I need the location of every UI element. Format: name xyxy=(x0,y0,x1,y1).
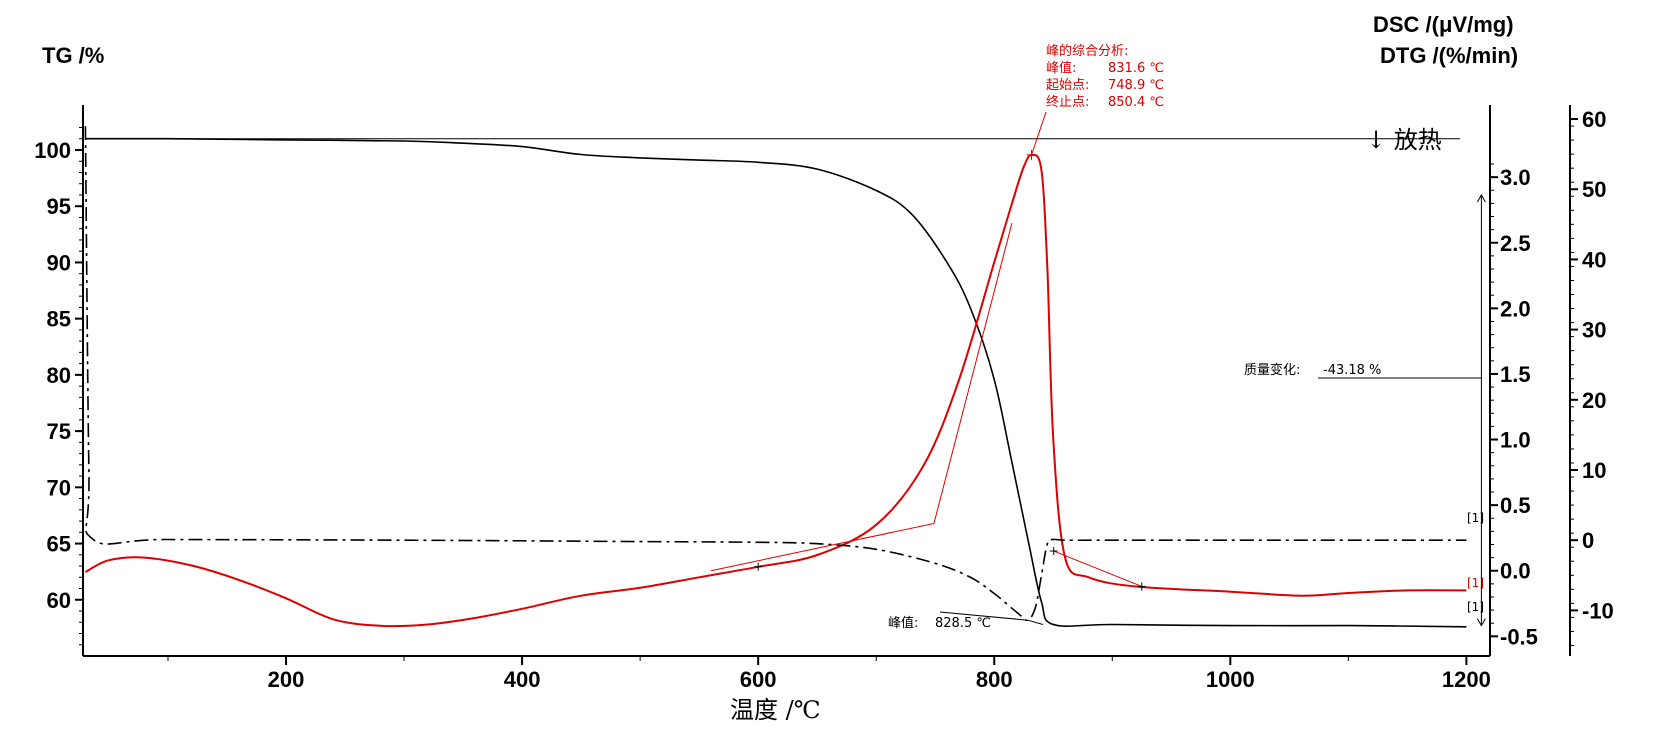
endset-value: 850.4 ℃ xyxy=(1108,95,1164,110)
onset-label: 起始点: xyxy=(1046,78,1089,93)
dsc-curve xyxy=(84,153,1467,628)
plus-marker xyxy=(754,562,763,571)
peak-pointer-line xyxy=(1031,111,1047,156)
tg-tick-label: 100 xyxy=(34,138,71,163)
annotation-group xyxy=(85,111,1486,627)
dtg-seg-marker: [1] xyxy=(1467,511,1484,525)
peak-analysis-title: 峰的综合分析: xyxy=(1046,43,1128,59)
peak-value-label: 峰值: xyxy=(1046,60,1076,76)
dtg-peak-label: 峰值: xyxy=(888,615,918,631)
tg-tick-label: 70 xyxy=(47,475,71,500)
mass-change-arrow-bottom xyxy=(1476,618,1486,627)
tg-axis-title: TG /% xyxy=(42,43,104,68)
dsc-tick-label: 0.0 xyxy=(1500,559,1531,584)
tg-tick-label: 65 xyxy=(47,532,71,557)
mass-change-label: 质量变化: xyxy=(1244,362,1300,378)
dtg-peak-value: 828.5 ℃ xyxy=(935,616,991,631)
series-group xyxy=(84,126,1467,628)
dsc-tick-label: 2.5 xyxy=(1500,231,1531,256)
tg-seg-marker: [1] xyxy=(1467,600,1484,614)
tg-tick-label: 85 xyxy=(47,307,71,332)
dsc-tick-label: 2.0 xyxy=(1500,296,1531,321)
mass-change-arrow-top xyxy=(1476,193,1486,203)
x-tick-label: 1200 xyxy=(1442,667,1491,692)
plot-frame xyxy=(82,105,1491,657)
endset-label: 终止点: xyxy=(1046,94,1089,110)
dsc-tick-label: 0.5 xyxy=(1500,493,1531,518)
mass-change-value: -43.18 % xyxy=(1323,363,1381,378)
dtg-peak-pointer-2 xyxy=(1027,619,1044,625)
peak-marker xyxy=(1026,149,1037,160)
dtg-tick-label: 50 xyxy=(1582,177,1606,202)
dsc-tick-label: 1.5 xyxy=(1500,362,1531,387)
dsc-tick-label: 3.0 xyxy=(1500,165,1531,190)
x-axis: 200 400 600 800 1000 1200 xyxy=(167,656,1491,692)
peak-value: 831.6 ℃ xyxy=(1108,61,1164,76)
plus-marker xyxy=(1137,582,1146,591)
endset-tangent-line xyxy=(1053,550,1142,587)
tg-tick-label: 80 xyxy=(47,363,71,388)
x-axis-title: 温度 /℃ xyxy=(730,696,821,724)
dtg-tick-label: -10 xyxy=(1582,598,1614,623)
tg-tick-label: 95 xyxy=(47,194,71,219)
x-tick-label: 400 xyxy=(504,667,541,692)
dtg-axis: -10 0 10 20 30 40 50 60 xyxy=(1569,105,1614,656)
x-tick-label: 600 xyxy=(740,667,777,692)
dtg-peak-pointer xyxy=(939,611,1028,621)
dtg-axis-title: DTG /(%/min) xyxy=(1380,43,1518,68)
dsc-axis-title: DSC /(μV/mg) xyxy=(1373,12,1514,37)
dtg-curve xyxy=(84,126,1467,622)
dtg-tick-label: 20 xyxy=(1582,388,1606,413)
tg-tick-label: 75 xyxy=(47,419,71,444)
dtg-tick-label: 30 xyxy=(1582,318,1606,343)
tg-curve xyxy=(85,137,1467,628)
exo-label: ↓ 放热 xyxy=(1366,126,1442,154)
dtg-tick-label: 40 xyxy=(1582,247,1606,272)
dsc-tick-label: 1.0 xyxy=(1500,428,1531,453)
dtg-tick-label: 60 xyxy=(1582,107,1606,132)
x-tick-label: 800 xyxy=(976,667,1013,692)
dsc-seg-marker: [1] xyxy=(1467,576,1484,590)
tg-tick-label: 60 xyxy=(47,588,71,613)
plus-marker xyxy=(1049,547,1058,556)
tg-axis: 60 65 70 75 80 85 90 95 100 xyxy=(34,126,83,646)
tg-tick-label: 90 xyxy=(47,250,71,275)
dtg-tick-label: 0 xyxy=(1582,528,1594,553)
dsc-axis: -0.5 0.0 0.5 1.0 1.5 2.0 2.5 3.0 xyxy=(1489,105,1538,656)
dsc-tick-label: -0.5 xyxy=(1500,624,1538,649)
onset-tangent-line xyxy=(710,222,1013,572)
x-tick-label: 200 xyxy=(268,667,305,692)
x-tick-label: 1000 xyxy=(1206,667,1255,692)
onset-value: 748.9 ℃ xyxy=(1108,78,1164,93)
dtg-tick-label: 10 xyxy=(1582,458,1606,483)
